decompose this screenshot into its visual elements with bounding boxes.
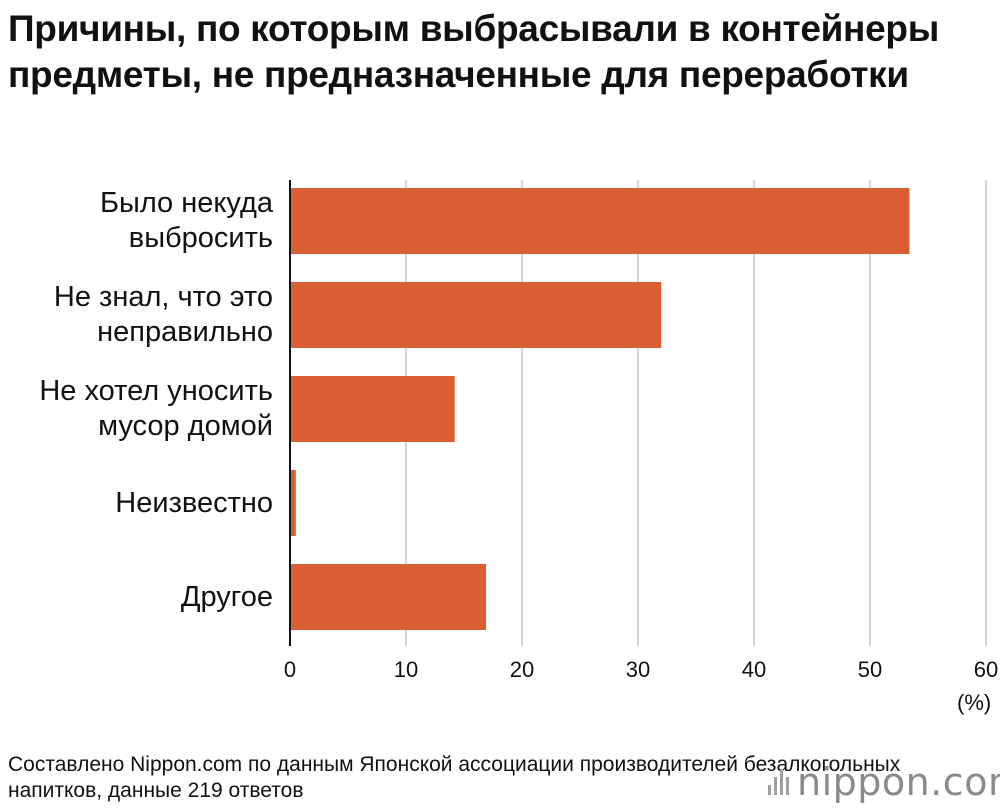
category-label: Другое xyxy=(0,580,273,615)
category-label: Не хотел уносить мусор домой xyxy=(0,374,273,444)
x-axis-unit-label: (%) xyxy=(957,690,992,715)
bar-chart: 0 10 20 30 40 50 60 xyxy=(284,180,998,682)
category-label: Было некуда выбросить xyxy=(0,186,273,256)
x-tick-label: 10 xyxy=(394,657,418,682)
category-label-line: Неизвестно xyxy=(115,486,273,519)
category-label-line: Другое xyxy=(180,580,273,613)
category-label-line: выбросить xyxy=(128,222,273,254)
bar xyxy=(290,470,296,536)
brand-name: nippon.com xyxy=(797,760,1000,804)
bar xyxy=(290,376,455,442)
x-tick-label: 50 xyxy=(858,657,882,682)
category-label-line: Было некуда xyxy=(99,187,273,219)
brand-logo: nippon.com xyxy=(768,760,1000,804)
x-tick-label: 0 xyxy=(284,657,296,682)
x-tick-label: 40 xyxy=(742,657,766,682)
x-tick-label: 60 xyxy=(974,657,998,682)
x-tick-label: 20 xyxy=(510,657,534,682)
category-label-line: Не хотел уносить xyxy=(39,375,273,407)
category-label-line: Не знал, что это xyxy=(53,281,273,313)
category-label: Не знал, что это неправильно xyxy=(0,280,273,350)
bar xyxy=(290,282,662,348)
tick-labels: 0 10 20 30 40 50 60 xyxy=(284,657,998,682)
bar xyxy=(290,188,910,254)
bar xyxy=(290,564,487,630)
source-note: Составлено Nippon.com по данным Японской… xyxy=(8,753,901,802)
category-label-line: неправильно xyxy=(97,316,273,348)
x-tick-label: 30 xyxy=(626,657,650,682)
category-label: Неизвестно xyxy=(0,486,273,521)
bars xyxy=(290,188,910,630)
category-label-line: мусор домой xyxy=(98,410,273,442)
brand-mark-icon xyxy=(768,769,789,795)
chart-title: Причины, по которым выбрасывали в контей… xyxy=(8,8,939,95)
